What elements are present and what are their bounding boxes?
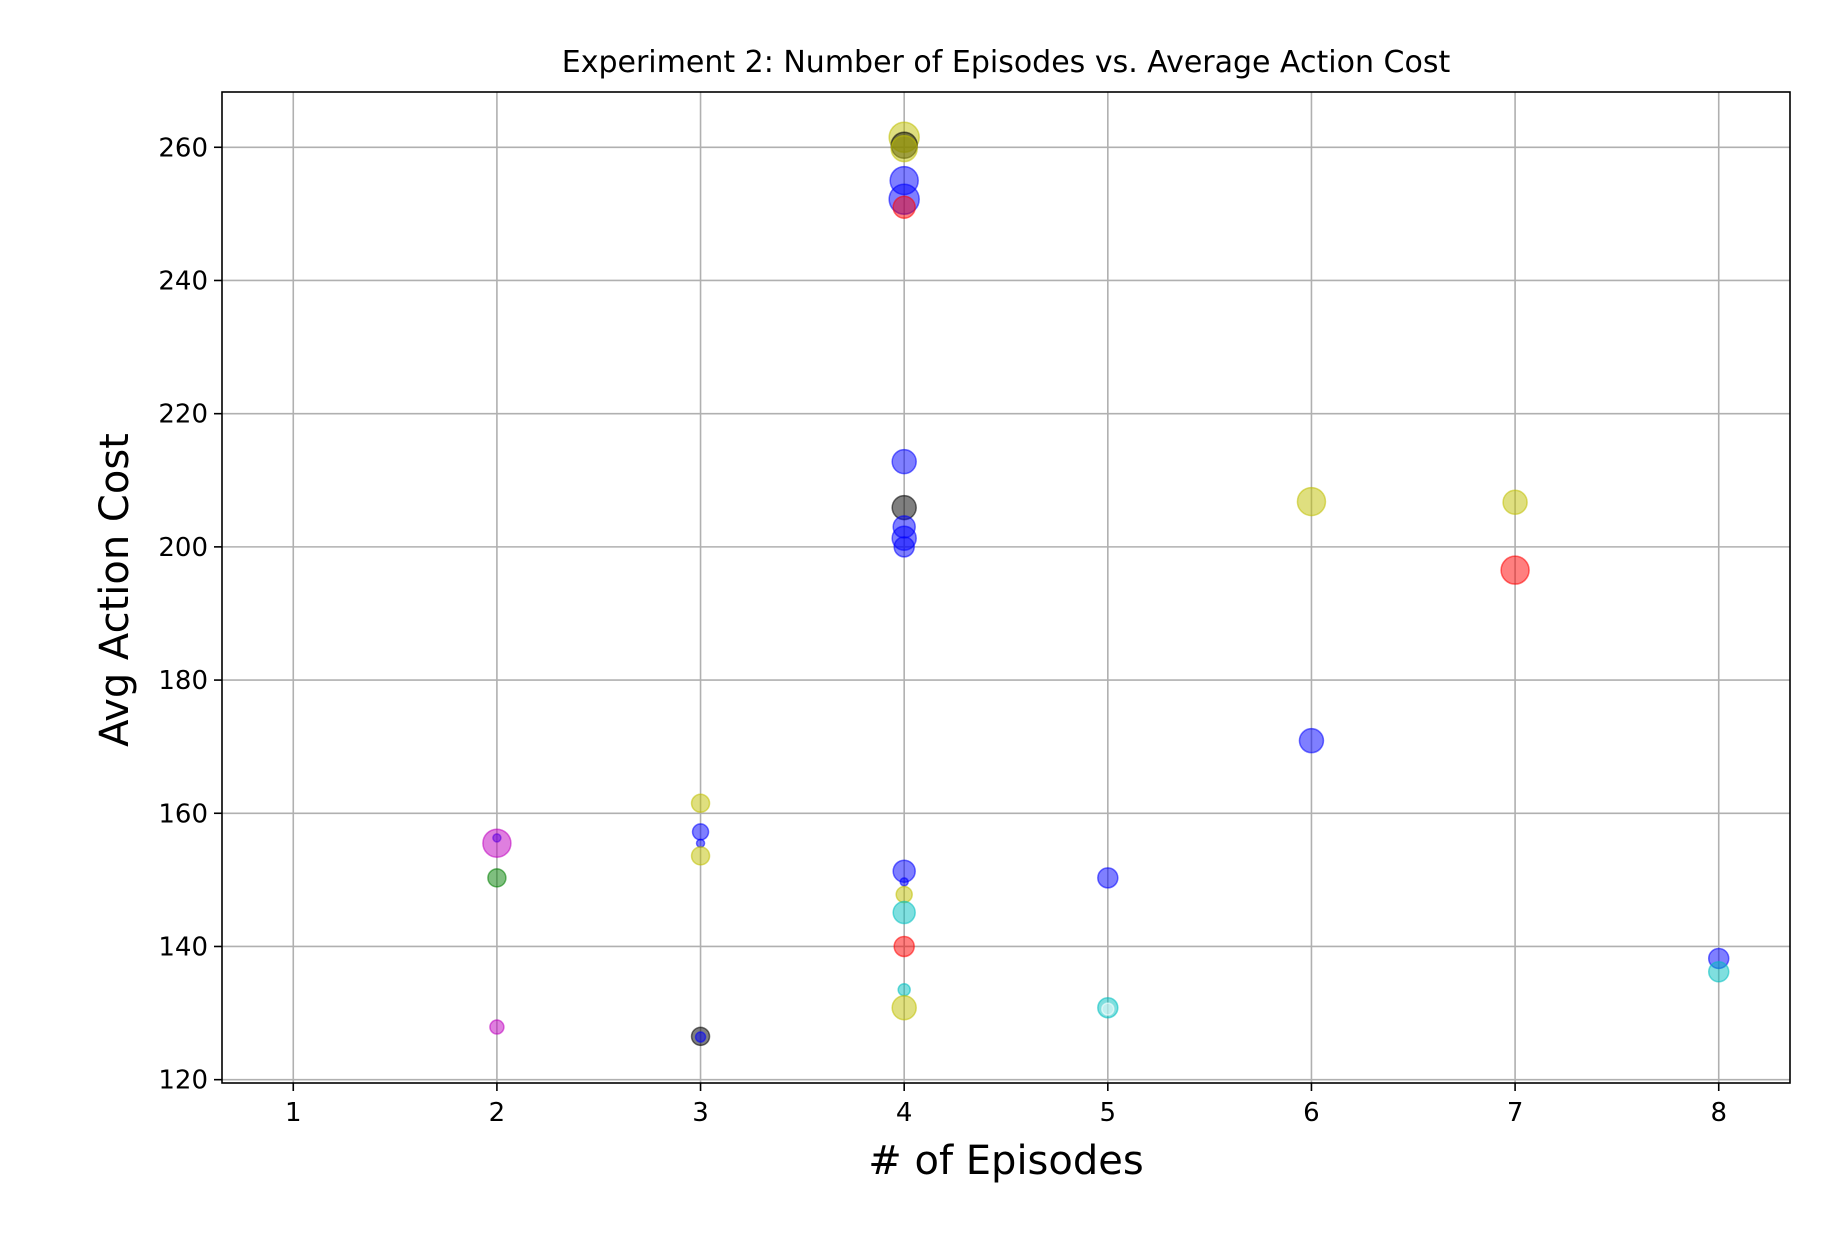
data-point xyxy=(892,195,916,219)
data-point xyxy=(1296,486,1327,517)
data-points xyxy=(482,121,1730,1047)
data-point xyxy=(694,1031,707,1043)
x-axis-ticks: 1 2 3 4 5 6 7 8 xyxy=(285,1083,1727,1128)
y-tick-label: 160 xyxy=(158,799,208,829)
data-point xyxy=(1097,867,1119,889)
x-axis-label: # of Episodes xyxy=(868,1138,1143,1184)
chart-title: Experiment 2: Number of Episodes vs. Ave… xyxy=(562,45,1451,80)
data-point xyxy=(695,838,706,848)
data-point xyxy=(891,994,917,1021)
data-point xyxy=(1502,489,1528,516)
data-point xyxy=(895,885,913,904)
plot-frame xyxy=(221,91,1791,1084)
x-tick-label: 2 xyxy=(489,1098,506,1128)
data-point xyxy=(1101,1002,1115,1016)
x-tick-label: 5 xyxy=(1100,1098,1117,1128)
x-tick-label: 7 xyxy=(1507,1098,1524,1128)
data-point xyxy=(691,823,710,841)
y-tick-label: 240 xyxy=(158,266,208,296)
y-tick-label: 260 xyxy=(158,133,208,163)
data-point xyxy=(487,868,507,888)
y-tick-label: 220 xyxy=(158,400,208,430)
data-point xyxy=(899,877,909,887)
x-tick-label: 8 xyxy=(1710,1098,1727,1128)
y-tick-label: 140 xyxy=(158,932,208,962)
data-point xyxy=(890,134,918,163)
y-tick-label: 120 xyxy=(158,1066,208,1096)
data-point xyxy=(690,793,711,814)
data-point xyxy=(1500,555,1530,585)
x-tick-label: 1 xyxy=(285,1098,302,1128)
data-point xyxy=(891,448,917,475)
y-tick-label: 200 xyxy=(158,533,208,563)
y-axis-ticks: 120 140 160 180 200 220 240 260 xyxy=(158,133,222,1096)
data-point xyxy=(1707,961,1730,983)
data-point xyxy=(489,1019,505,1035)
data-point xyxy=(892,900,916,925)
data-point xyxy=(1298,727,1325,754)
data-point xyxy=(897,983,911,997)
data-point xyxy=(690,846,711,866)
y-tick-label: 180 xyxy=(158,666,208,696)
grid-lines xyxy=(222,92,1790,1083)
data-point xyxy=(482,828,512,858)
x-tick-label: 4 xyxy=(896,1098,913,1128)
y-axis-label: Avg Action Cost xyxy=(92,433,138,747)
data-point xyxy=(893,935,915,958)
x-tick-label: 3 xyxy=(692,1098,709,1128)
data-point xyxy=(893,536,915,558)
x-tick-label: 6 xyxy=(1303,1098,1320,1128)
